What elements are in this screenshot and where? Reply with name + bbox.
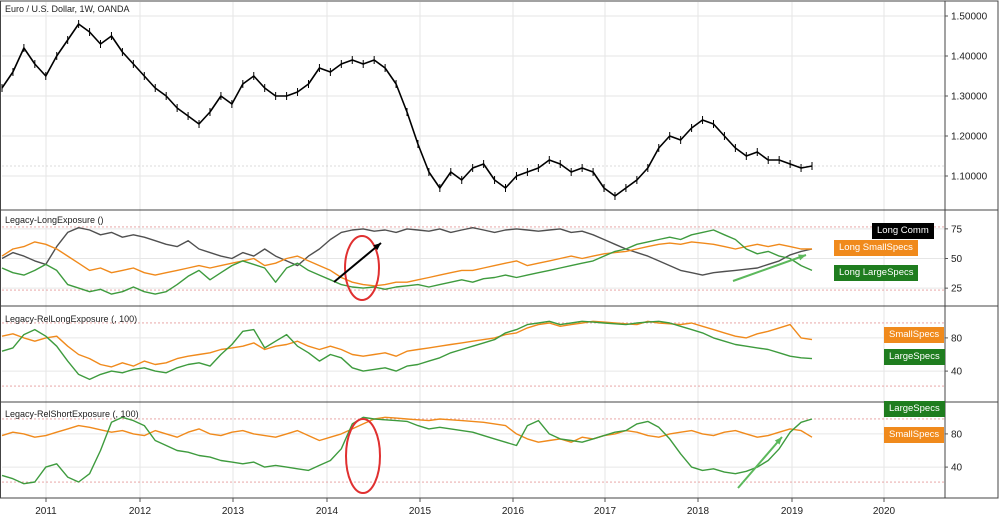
price-pane-title: Euro / U.S. Dollar, 1W, OANDA [5, 4, 130, 14]
y-tick-label: 1.10000 [951, 172, 988, 183]
x-tick-label: 2011 [35, 506, 57, 517]
series-line-largespecs [1, 416, 813, 485]
y-tick-label: 75 [951, 224, 963, 235]
pane-frame [0, 305, 999, 403]
annotation-layer [333, 235, 807, 494]
annotation-arrow-black [333, 242, 382, 283]
rel-long-pane-title: Legacy-RelLongExposure (, 100) [5, 314, 138, 324]
annotation-arrow-green-long [732, 254, 807, 282]
annotation-arrow-green-short [737, 436, 783, 489]
annotation-arrow-green-short-head [774, 437, 782, 445]
annotation-ellipse-short [345, 418, 381, 494]
legend-rellong-smallspecs: SmallSpecs [884, 327, 945, 343]
x-tick-label: 2016 [502, 506, 525, 517]
y-tick-label: 50 [951, 254, 963, 265]
y-tick-label: 1.50000 [951, 12, 988, 23]
rel-short-pane-title: Legacy-RelShortExposure (, 100) [5, 409, 139, 419]
y-tick-label: 25 [951, 284, 963, 295]
frame-layer [0, 0, 999, 499]
series-line-smallspecs [1, 320, 813, 368]
y-tick-label: 80 [951, 333, 963, 344]
pane-frame [0, 401, 999, 499]
annotation-arrow-green-long-head [798, 254, 806, 261]
x-tick-label: 2012 [129, 506, 152, 517]
series-line-long-comm [1, 227, 813, 276]
series-line-smallspecs [1, 416, 813, 443]
y-tick-label: 1.40000 [951, 52, 988, 63]
legend-rellong-largespecs: LargeSpecs [884, 349, 945, 365]
legend-long-largespecs: Long LargeSpecs [834, 265, 919, 281]
grid-layer [2, 2, 945, 498]
x-tick-label: 2017 [594, 506, 617, 517]
legend-long-smallspecs: Long SmallSpecs [834, 240, 918, 256]
annotation-arrow-black-head [373, 243, 381, 251]
legend-long-comm: Long Comm [872, 223, 934, 239]
x-tick-label: 2014 [316, 506, 339, 517]
y-tick-label: 40 [951, 367, 963, 378]
y-tick-label: 80 [951, 429, 963, 440]
series-line-long-largespecs [1, 229, 813, 295]
x-tick-label: 2015 [409, 506, 432, 517]
y-axis-ticks: 1.50000 1.40000 1.30000 1.20000 1.10000 75 50 2… [945, 12, 988, 474]
pane-frame [0, 0, 999, 211]
x-tick-label: 2020 [873, 506, 896, 517]
long-exposure-pane-title: Legacy-LongExposure () [5, 215, 104, 225]
x-tick-label: 2019 [781, 506, 804, 517]
legend-relshort-largespecs: LargeSpecs [884, 401, 945, 417]
x-tick-label: 2013 [222, 506, 245, 517]
y-tick-label: 40 [951, 463, 963, 474]
annotation-ellipse-long [344, 235, 380, 301]
series-layer [1, 20, 813, 485]
series-line-largespecs [1, 320, 813, 381]
y-tick-label: 1.30000 [951, 92, 988, 103]
x-axis-ticks: 2011 2012 2013 2014 2015 2016 2017 2018 2019 2020 [35, 498, 896, 517]
ref-lines [2, 165, 945, 483]
y-tick-label: 1.20000 [951, 132, 988, 143]
series-line-long-smallspecs [1, 241, 812, 287]
legend-relshort-smallspecs: SmallSpecs [884, 427, 945, 443]
x-tick-label: 2018 [687, 506, 710, 517]
